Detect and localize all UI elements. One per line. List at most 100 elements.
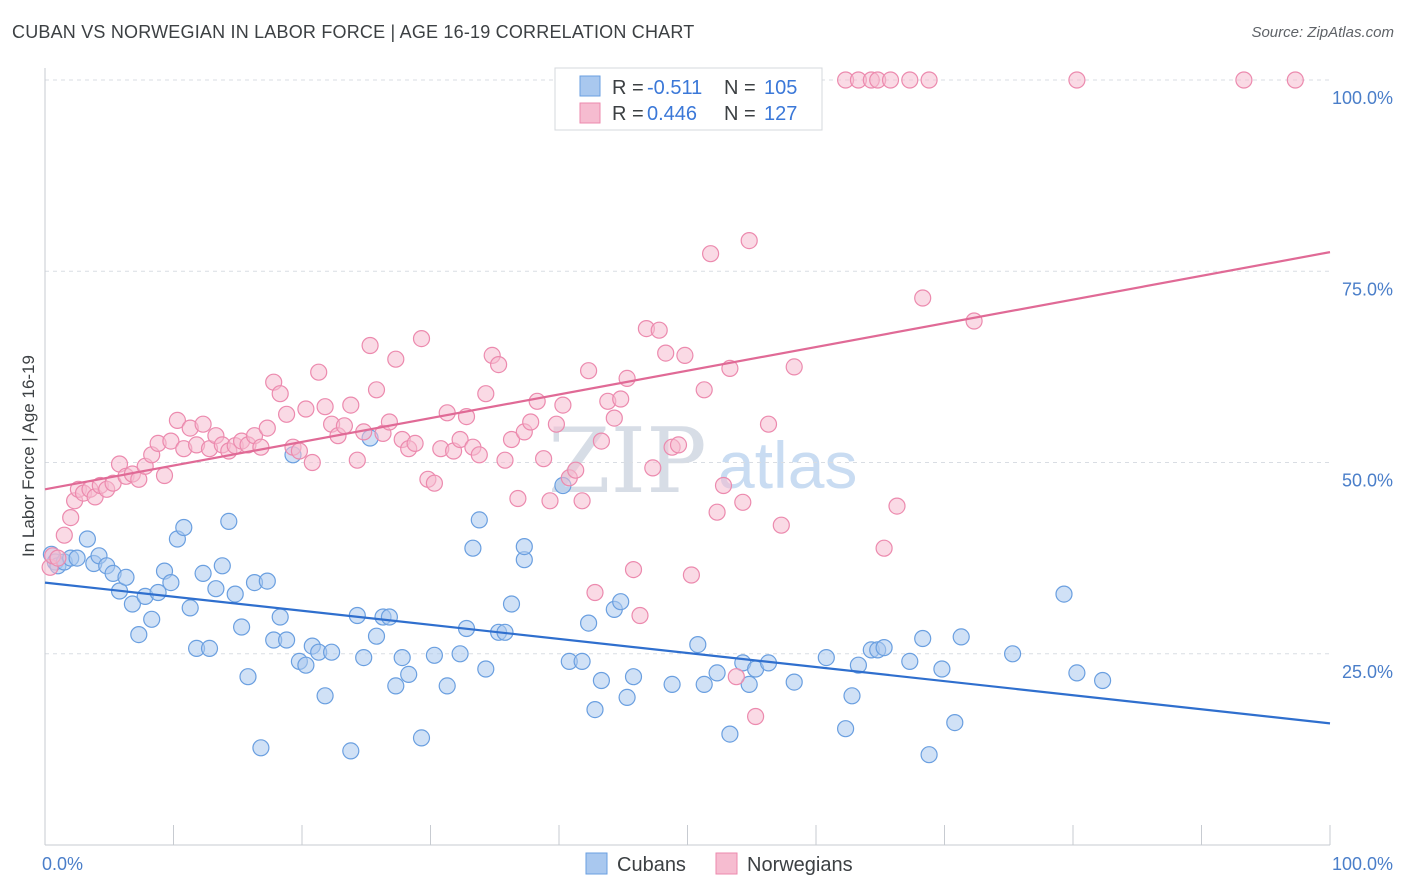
norwegian-point (669, 436, 688, 454)
norwegian-point (547, 415, 566, 433)
norwegian-point (888, 497, 906, 515)
trendlines (44, 251, 1331, 725)
norwegian-point (746, 707, 765, 726)
cuban-point (278, 631, 296, 649)
cuban-point (624, 668, 643, 686)
cuban-point (175, 518, 193, 537)
bottom-legend: Cubans Norwegians (585, 852, 853, 876)
norwegian-point (579, 362, 598, 380)
norwegian-point (412, 330, 431, 348)
norwegian-point (567, 461, 585, 479)
y-tick-labels: 25.0% 50.0% 75.0% 100.0% (1332, 88, 1393, 682)
legend-swatch-cubans (579, 75, 601, 97)
norwegian-point (573, 492, 591, 510)
norwegian-point (875, 539, 893, 557)
bottom-legend-label-cubans: Cubans (617, 854, 686, 876)
cuban-point (271, 608, 289, 626)
norwegian-point (592, 432, 611, 450)
norwegian-point (676, 346, 694, 364)
cuban-point (740, 675, 758, 694)
chart-source: Source: ZipAtlas.com (1251, 24, 1394, 41)
cuban-point (162, 573, 180, 592)
cuban-point (130, 625, 148, 644)
norwegian-point (541, 492, 559, 510)
norwegian-point (297, 400, 315, 418)
norwegian-point (522, 413, 540, 431)
legend-r-value-1: -0.511 (647, 77, 702, 99)
cuban-point (952, 628, 970, 646)
norwegian-point (1286, 71, 1304, 89)
norwegian-point (155, 466, 174, 485)
norwegian-point (901, 71, 919, 89)
norwegian-point (759, 415, 778, 433)
cuban-point (143, 610, 161, 628)
bottom-legend-swatch-cubans (585, 852, 608, 875)
cuban-point (355, 648, 373, 667)
cuban-point (618, 688, 636, 707)
norwegian-point (727, 668, 745, 686)
norwegian-point (361, 336, 379, 355)
cuban-point (342, 742, 360, 760)
cuban-point (477, 660, 495, 678)
norwegian-point (335, 417, 353, 435)
cuban-point (708, 664, 726, 682)
cuban-point (695, 675, 713, 694)
cuban-point (920, 746, 938, 764)
cuban-point (367, 627, 386, 645)
norwegian-point (477, 385, 495, 403)
cuban-point (1055, 585, 1073, 603)
cuban-point (239, 668, 257, 686)
y-tick-label: 25.0% (1342, 662, 1393, 682)
norwegian-point (387, 350, 405, 368)
norwegian-point (914, 289, 932, 307)
norwegian-point (252, 438, 270, 456)
bottom-legend-label-norwegians: Norwegians (747, 854, 853, 876)
norwegian-point (644, 459, 662, 477)
cuban-point (515, 537, 533, 556)
cuban-point (78, 530, 97, 548)
cuban-point (586, 700, 604, 719)
legend: R = -0.511 N = 105 R = 0.446 N = 127 (554, 67, 823, 131)
norwegian-point (785, 358, 803, 376)
y-tick-label: 100.0% (1332, 88, 1393, 108)
cubans-trend-line (44, 581, 1331, 725)
cuban-point (914, 629, 932, 648)
norwegian-point (534, 450, 553, 468)
cuban-point (438, 677, 456, 695)
y-tick-label: 75.0% (1342, 279, 1393, 299)
x-tick-labels: 0.0% 100.0% (42, 854, 1393, 874)
norwegian-point (682, 566, 701, 584)
cuban-point (400, 665, 418, 684)
norwegian-point (920, 71, 938, 89)
cuban-point (785, 673, 803, 691)
watermark: ZIP atlas (548, 409, 857, 514)
norwegian-point (631, 606, 649, 625)
cuban-point (946, 713, 964, 732)
cuban-point (451, 645, 469, 663)
cuban-point (1003, 645, 1022, 663)
y-axis-title: In Labor Force | Age 16-19 (19, 355, 38, 557)
norwegian-point (554, 396, 572, 414)
norwegian-point (612, 390, 630, 408)
legend-n-value-1: 105 (764, 77, 797, 99)
cuban-point (387, 677, 405, 695)
watermark-zip: ZIP (548, 409, 707, 514)
norwegian-point (605, 409, 623, 427)
norwegian-point (451, 430, 469, 449)
norwegian-point (194, 415, 212, 433)
norwegian-point (695, 381, 713, 399)
cuban-point (123, 595, 141, 613)
norwegians-trend-line (44, 251, 1331, 491)
bottom-legend-swatch-norwegians (715, 852, 738, 875)
cuban-point (233, 618, 251, 636)
norwegian-point (258, 419, 276, 437)
cuban-point (252, 739, 270, 757)
legend-n-label-1: N = (724, 77, 756, 99)
norwegian-point (55, 526, 73, 544)
cuban-point (380, 608, 398, 626)
cuban-point (875, 638, 893, 657)
x-tick-label-min: 0.0% (42, 854, 83, 874)
norwegian-point (881, 71, 900, 89)
cuban-point (849, 656, 868, 674)
norwegian-point (708, 503, 726, 521)
